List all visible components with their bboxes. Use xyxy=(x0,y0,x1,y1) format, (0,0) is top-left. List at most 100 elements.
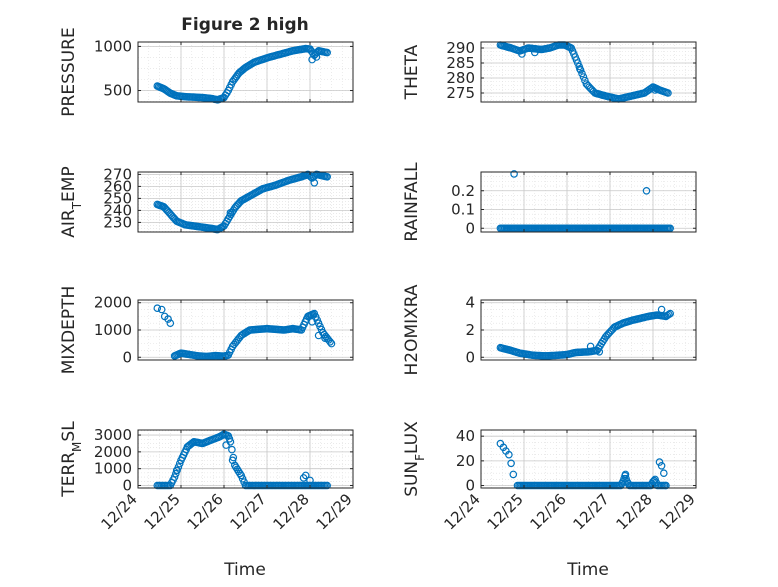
y-tick-label: 1000 xyxy=(94,37,132,55)
plot-area xyxy=(481,430,696,488)
y-axis-label-part: SL xyxy=(59,421,79,442)
y-axis-label-part: AIR xyxy=(59,209,79,238)
x-tick-label: 12/28 xyxy=(613,490,656,533)
x-tick-label: 12/25 xyxy=(484,490,527,533)
data-point xyxy=(576,65,584,73)
y-tick-label: 1000 xyxy=(94,321,132,339)
y-tick-label: 270 xyxy=(103,165,132,183)
y-axis-label: H2OMIXRA xyxy=(402,284,422,375)
axes-box xyxy=(480,171,697,233)
figure-title: Figure 2 high xyxy=(181,15,309,35)
y-axis-label-part: EMP xyxy=(59,166,79,202)
x-axis-label-left: Time xyxy=(223,560,266,580)
data-point xyxy=(306,476,314,485)
data-point xyxy=(175,459,184,468)
x-tick-label: 12/29 xyxy=(313,490,356,533)
data-point xyxy=(321,334,329,343)
y-axis-label-part: LUX xyxy=(402,421,422,454)
x-tick-label: 12/26 xyxy=(184,490,227,533)
x-tick-label: 12/27 xyxy=(570,490,613,533)
axes-box xyxy=(137,41,354,103)
data-point xyxy=(664,310,673,319)
data-point xyxy=(157,305,166,314)
x-tick-label: 12/28 xyxy=(270,490,313,533)
x-tick-label: 12/26 xyxy=(527,490,570,533)
x-tick-label: 12/29 xyxy=(656,490,699,533)
data-point xyxy=(507,459,515,468)
y-tick-label: 275 xyxy=(446,84,475,102)
y-axis-label: AIRTEMP xyxy=(59,166,84,237)
x-tick-label: 12/25 xyxy=(141,490,184,533)
data-point xyxy=(222,441,230,449)
y-axis-label: TERRMSL xyxy=(59,421,84,498)
y-tick-label: 3000 xyxy=(94,426,132,444)
y-tick-label: 0 xyxy=(122,348,132,366)
data-point xyxy=(578,69,586,78)
subplot-pressure: 500 1000 PRESSURE xyxy=(59,27,354,117)
y-axis-label-part: SUN xyxy=(402,461,422,497)
y-axis-label-part: MIXDEPTH xyxy=(59,286,79,375)
subplot-h2omixra: 0 2 4 H2OMIXRA xyxy=(402,284,697,376)
y-tick-label: 0 xyxy=(465,219,475,237)
x-tick-label: 12/24 xyxy=(441,490,484,533)
data-point xyxy=(326,337,334,346)
data-point xyxy=(226,209,235,217)
y-tick-label: 230 xyxy=(103,213,132,231)
y-tick-label: 285 xyxy=(446,54,475,72)
data-point xyxy=(510,170,518,178)
y-axis-label: PRESSURE xyxy=(59,27,79,116)
data-point xyxy=(530,48,539,57)
y-tick-label: 280 xyxy=(446,69,475,87)
data-point xyxy=(228,456,237,465)
y-tick-label: 20 xyxy=(456,452,475,470)
y-axis-label-part: RAINFALL xyxy=(402,162,422,242)
data-point xyxy=(664,89,672,97)
data-point xyxy=(323,481,332,490)
y-tick-label: 40 xyxy=(456,427,475,445)
y-tick-label: 2000 xyxy=(94,294,132,312)
data-point xyxy=(228,445,236,454)
data-point xyxy=(164,315,172,323)
data-point xyxy=(323,48,332,57)
data-point xyxy=(651,86,659,94)
data-point xyxy=(657,461,666,470)
data-point xyxy=(172,469,180,478)
data-point xyxy=(172,466,181,475)
data-point xyxy=(662,481,670,490)
data-point xyxy=(595,347,604,356)
x-tick-label: 12/24 xyxy=(98,490,141,533)
data-point xyxy=(166,319,175,328)
data-point xyxy=(579,73,588,81)
y-tick-label: 0.2 xyxy=(451,182,475,200)
data-point xyxy=(586,342,595,351)
y-axis-label-part: TERR xyxy=(59,452,79,498)
y-tick-label: 260 xyxy=(103,177,132,195)
y-axis-label-part: M xyxy=(70,442,84,452)
data-point xyxy=(310,179,319,187)
y-tick-label: 4 xyxy=(465,294,475,312)
data-point xyxy=(299,474,308,482)
y-axis-label: SUNFLUX xyxy=(402,421,427,497)
data-point xyxy=(312,53,321,61)
subplot-mixdepth: 0 1000 2000 MIXDEPTH xyxy=(59,286,354,375)
y-axis-label-part: PRESSURE xyxy=(59,27,79,116)
data-point xyxy=(655,458,664,466)
y-tick-label: 500 xyxy=(103,82,132,100)
subplot-sun_flux: 0 20 40 12/24 12/25 12/26 12/27 12/28 12/29 SUNFL… xyxy=(402,421,699,534)
y-tick-label: 250 xyxy=(103,189,132,207)
y-axis-label: THETA xyxy=(402,44,422,100)
y-tick-label: 0 xyxy=(465,477,475,495)
data-point xyxy=(170,473,179,481)
data-point xyxy=(649,477,657,486)
y-axis-label-part: H2OMIXRA xyxy=(402,284,422,375)
y-axis-label: MIXDEPTH xyxy=(59,286,79,375)
data-point xyxy=(642,187,651,195)
y-tick-label: 1000 xyxy=(94,460,132,478)
data-point xyxy=(666,309,675,318)
y-tick-label: 0 xyxy=(465,348,475,366)
